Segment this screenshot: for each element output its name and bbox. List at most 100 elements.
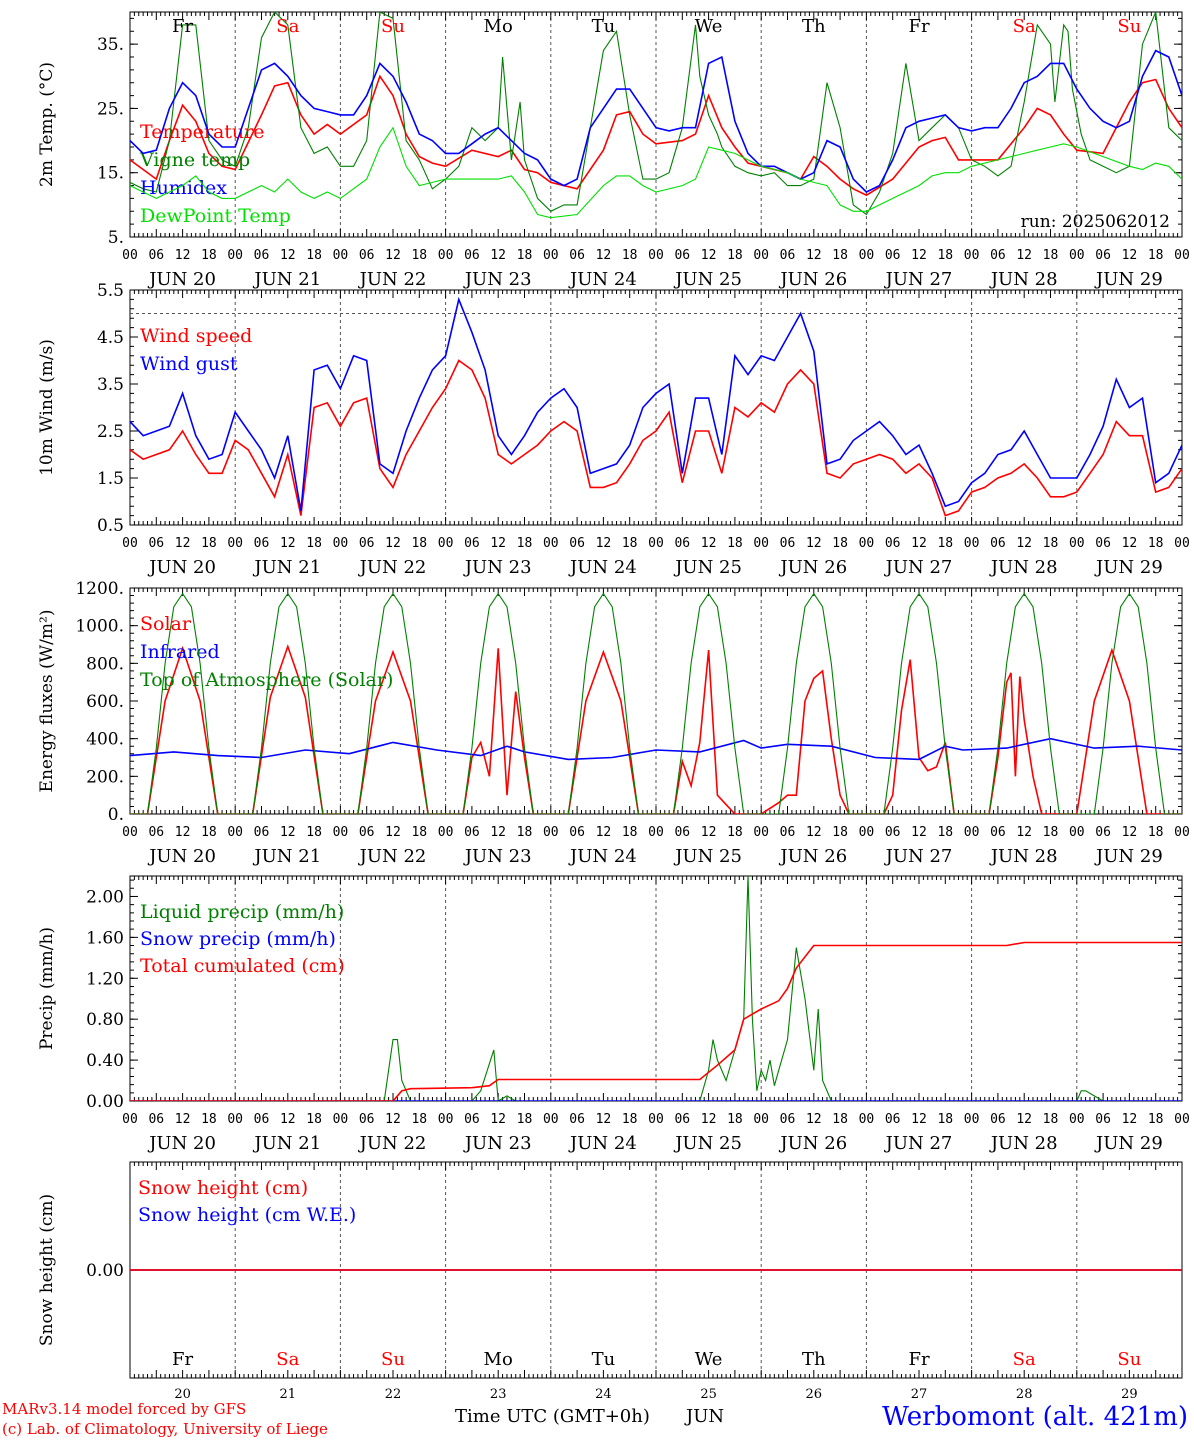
day-label: JUN 21	[252, 557, 321, 578]
day-label: JUN 26	[778, 269, 847, 290]
series-line-vigne-temp	[130, 12, 1182, 216]
y-tick-label: 0.	[108, 805, 124, 825]
day-label: JUN 22	[358, 557, 427, 578]
series-line-temperature	[130, 74, 1182, 197]
series-line-dewpoint-temp	[130, 126, 1182, 219]
hour-tick-label: 12	[911, 536, 927, 551]
hour-tick-label: 06	[780, 248, 796, 263]
y-tick-label: 5.5	[97, 281, 124, 301]
hour-tick-label: 18	[832, 825, 848, 840]
hour-tick-label: 18	[832, 536, 848, 551]
hour-tick-label: 12	[490, 1112, 506, 1127]
hour-tick-label: 18	[727, 1112, 743, 1127]
day-number-label: 22	[385, 1387, 402, 1402]
y-tick-label: 4.5	[97, 328, 124, 348]
day-label: JUN 28	[989, 557, 1058, 578]
hour-tick-label: 18	[727, 825, 743, 840]
day-label: JUN 25	[673, 846, 742, 867]
hour-tick-label: 12	[175, 1112, 191, 1127]
hour-tick-label: 00	[1174, 1112, 1190, 1127]
day-label: JUN 27	[884, 269, 953, 290]
hour-tick-label: 06	[464, 248, 480, 263]
day-label: JUN 22	[358, 269, 427, 290]
hour-tick-label: 18	[201, 1112, 217, 1127]
hour-tick-label: 00	[438, 1112, 454, 1127]
hour-tick-label: 00	[859, 536, 875, 551]
hour-tick-label: 12	[1016, 536, 1032, 551]
hour-tick-label: 12	[490, 248, 506, 263]
day-label: JUN 23	[463, 1133, 532, 1154]
y-axis-label: 2m Temp. (°C)	[37, 62, 57, 187]
weekday-label: Tu	[592, 16, 616, 37]
day-number-label: 28	[1016, 1387, 1033, 1402]
legend-entry: Total cumulated (cm)	[140, 955, 345, 977]
weekday-label: Su	[381, 1349, 405, 1370]
hour-tick-label: 06	[254, 536, 270, 551]
weekday-label: Th	[802, 1349, 826, 1370]
y-axis-label: Energy fluxes (W/m²)	[37, 610, 57, 793]
hour-tick-label: 00	[1174, 536, 1190, 551]
credit-line-2: (c) Lab. of Climatology, University of L…	[2, 1420, 328, 1438]
day-label: JUN 29	[1094, 846, 1163, 867]
hour-tick-label: 18	[727, 248, 743, 263]
hour-tick-label: 06	[780, 825, 796, 840]
day-label: JUN 26	[778, 846, 847, 867]
hour-tick-label: 06	[885, 536, 901, 551]
y-tick-label: 2.5	[97, 422, 124, 442]
hour-tick-label: 06	[148, 825, 164, 840]
hour-tick-label: 06	[990, 536, 1006, 551]
weekday-label: Fr	[908, 16, 929, 37]
weekday-label: Tu	[592, 1349, 616, 1370]
hour-tick-label: 18	[622, 248, 638, 263]
day-label: JUN 23	[463, 557, 532, 578]
hour-tick-label: 06	[464, 536, 480, 551]
hour-ticks	[129, 12, 1183, 237]
day-label: JUN 25	[673, 557, 742, 578]
hour-tick-label: 06	[148, 248, 164, 263]
panel-precip: 0.00 0.40 0.80 1.20 1.60 2.00 Precip (mm/h) Liq…	[37, 875, 1190, 1154]
hour-tick-label: 18	[622, 825, 638, 840]
panel-snow: 0.00 Snow height (cm) Snow height (cm) Snow…	[37, 1161, 1183, 1402]
legend-entry: Wind gust	[140, 353, 238, 375]
x-axis-label: Time UTC (GMT+0h)	[455, 1406, 650, 1427]
y-tick-label: 0.40	[86, 1051, 124, 1071]
hour-tick-label: 00	[964, 248, 980, 263]
hour-tick-label: 18	[306, 825, 322, 840]
hour-tick-label: 12	[701, 536, 717, 551]
weekday-label: Su	[1117, 1349, 1141, 1370]
weekday-label: Fr	[908, 1349, 929, 1370]
hour-tick-label: 18	[1043, 248, 1059, 263]
day-label: JUN 20	[147, 269, 216, 290]
y-tick-label: 0.5	[97, 516, 124, 536]
panel-energy: 0. 200. 400. 600. 800. 1000. 1200. Energy fluxe…	[37, 579, 1190, 867]
y-tick-label: 0.80	[86, 1010, 124, 1030]
run-annotation: run: 2025062012	[1021, 212, 1170, 232]
day-label: JUN 20	[147, 557, 216, 578]
hour-tick-label: 00	[648, 1112, 664, 1127]
hour-tick-label: 00	[964, 825, 980, 840]
y-tick-label: 15.	[97, 164, 124, 184]
legend-entry: Wind speed	[140, 325, 252, 347]
hour-tick-label: 18	[306, 536, 322, 551]
hour-tick-label: 12	[806, 1112, 822, 1127]
hour-tick-label: 06	[990, 825, 1006, 840]
hour-tick-label: 12	[911, 825, 927, 840]
day-number-label: 26	[806, 1387, 823, 1402]
hour-tick-label: 12	[1016, 248, 1032, 263]
hour-tick-label: 18	[1043, 825, 1059, 840]
hour-tick-label: 06	[569, 1112, 585, 1127]
series-line-wind-speed	[130, 359, 1182, 517]
hour-tick-label: 18	[1148, 1112, 1164, 1127]
hour-tick-label: 18	[832, 1112, 848, 1127]
hour-tick-label: 12	[385, 1112, 401, 1127]
x-axis-month: JUN	[686, 1406, 725, 1427]
station-name: Werbomont (alt. 421m)	[882, 1402, 1188, 1432]
day-label: JUN 27	[884, 557, 953, 578]
day-label: JUN 28	[989, 269, 1058, 290]
weekday-label: Fr	[172, 16, 193, 37]
hour-tick-label: 18	[201, 248, 217, 263]
hour-ticks	[129, 1162, 1183, 1378]
day-label: JUN 24	[568, 557, 637, 578]
day-label: JUN 22	[358, 1133, 427, 1154]
hour-ticks	[129, 290, 1183, 525]
